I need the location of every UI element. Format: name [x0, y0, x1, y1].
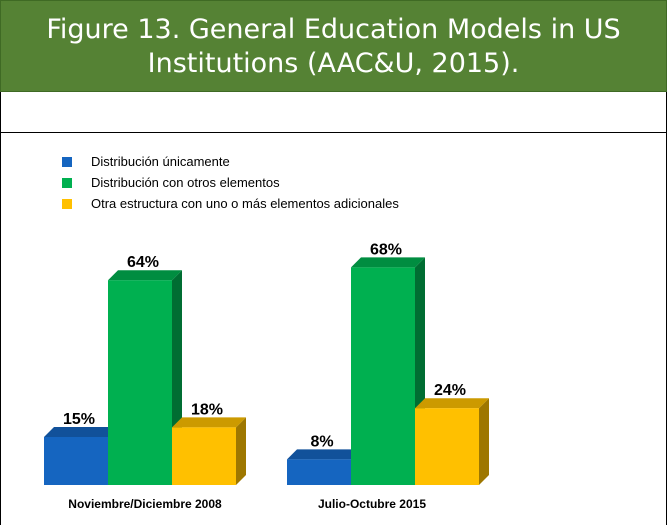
bar-front	[287, 459, 351, 485]
bar-top	[287, 449, 361, 460]
bar-2-0	[172, 417, 246, 485]
legend-swatch	[62, 178, 72, 188]
legend-swatch	[62, 199, 72, 209]
bar-top	[172, 417, 246, 428]
value-label: 68%	[370, 241, 402, 258]
bar-top	[108, 270, 182, 281]
bar-2-1	[415, 398, 489, 485]
figure-caption: Figure 13. General Education Models in U…	[0, 0, 667, 92]
bar-side	[479, 398, 489, 485]
bar-0-0	[44, 427, 118, 485]
legend-label: Otra estructura con uno o más elementos …	[91, 196, 399, 211]
caption-line-2: Institutions (AAC&U, 2015).	[147, 48, 520, 79]
bar-1-0	[108, 270, 182, 485]
value-label: 24%	[434, 382, 466, 399]
legend-label: Distribución únicamente	[91, 154, 230, 169]
value-label: 15%	[63, 411, 95, 428]
bar-side	[236, 417, 246, 485]
bar-front	[172, 427, 236, 485]
bar-front	[351, 267, 415, 485]
bar-front	[44, 437, 108, 485]
caption-line-1: Figure 13. General Education Models in U…	[46, 14, 621, 45]
legend-label: Distribución con otros elementos	[91, 175, 280, 190]
bar-top	[415, 398, 489, 409]
value-label: 18%	[191, 401, 223, 418]
value-label: 64%	[127, 254, 159, 271]
category-label: Noviembre/Diciembre 2008	[68, 497, 222, 511]
legend-swatch	[62, 157, 72, 167]
frame-divider	[0, 132, 667, 133]
bar-top	[44, 427, 118, 437]
bar-1-1	[351, 257, 425, 485]
bar-front	[415, 408, 479, 485]
value-label: 8%	[310, 433, 333, 450]
bar-top	[351, 257, 425, 268]
category-label: Julio-Octubre 2015	[318, 497, 426, 511]
bar-front	[108, 280, 172, 485]
bar-0-1	[287, 449, 361, 485]
